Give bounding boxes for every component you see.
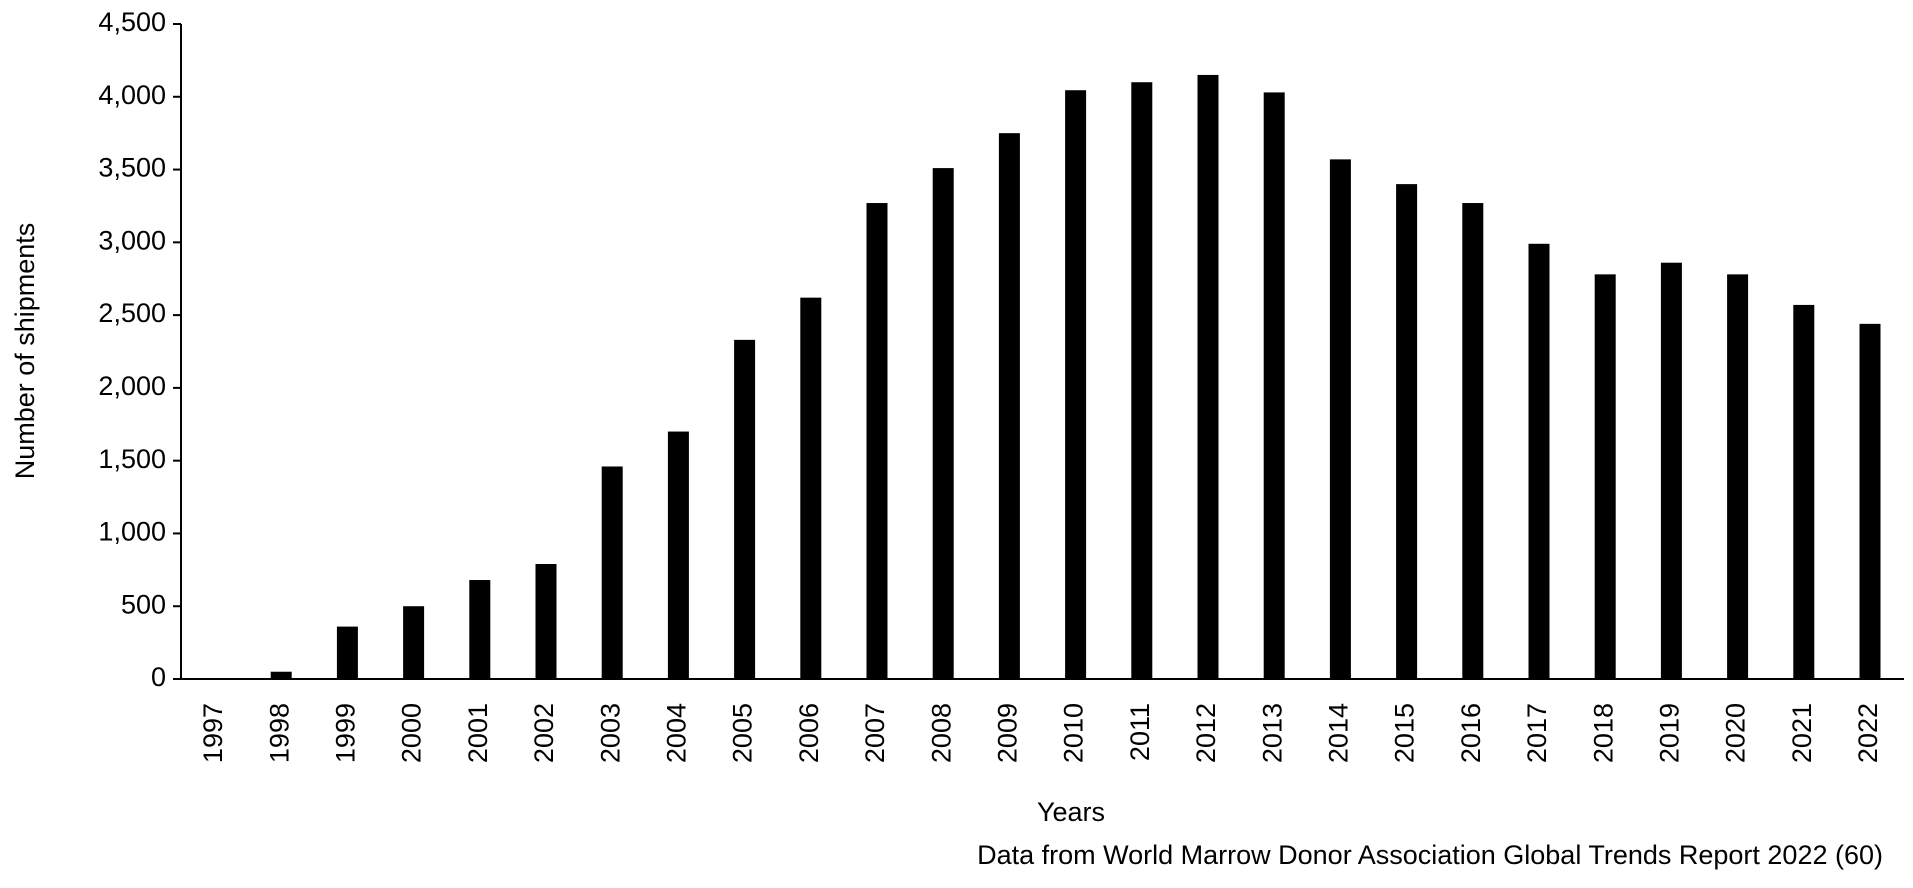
y-tick-label: 1,000 [98, 517, 166, 547]
bar [667, 431, 689, 679]
x-tick-label: 2015 [1390, 703, 1420, 763]
x-tick-label: 1998 [264, 703, 294, 763]
x-tick-label: 2022 [1853, 703, 1883, 763]
x-tick-label: 2013 [1257, 703, 1287, 763]
bar [1660, 262, 1682, 679]
bar [800, 297, 822, 679]
bar [1197, 74, 1219, 679]
x-tick-label: 2021 [1787, 703, 1817, 763]
x-tick-label: 2004 [662, 703, 692, 763]
x-tick-label: 2003 [595, 703, 625, 763]
x-tick-label: 2001 [463, 703, 493, 763]
x-tick-label: 2018 [1588, 703, 1618, 763]
source-note: Data from World Marrow Donor Association… [977, 840, 1883, 870]
y-tick-label: 1,500 [98, 444, 166, 474]
bar [270, 671, 292, 679]
x-axis-label: Years [1037, 797, 1105, 827]
x-tick-label: 2010 [1059, 703, 1089, 763]
bar [1793, 304, 1815, 679]
x-tick-label: 2007 [860, 703, 890, 763]
bar [1396, 184, 1418, 679]
bar [866, 203, 888, 680]
bar [1329, 159, 1351, 679]
bar [932, 168, 954, 679]
bar [734, 339, 756, 679]
bar [1727, 274, 1749, 679]
y-tick-label: 3,000 [98, 225, 166, 255]
bar [601, 466, 623, 679]
x-tick-label: 2020 [1721, 703, 1751, 763]
bar [1528, 243, 1550, 680]
y-tick-label: 2,500 [98, 298, 166, 328]
bar [1131, 82, 1153, 679]
y-tick-label: 2,000 [98, 371, 166, 401]
x-tick-label: 2006 [794, 703, 824, 763]
bar [535, 564, 557, 679]
bar [1462, 203, 1484, 680]
y-tick-label: 0 [151, 662, 166, 692]
bar [998, 133, 1020, 679]
x-tick-label: 2012 [1191, 703, 1221, 763]
bar [403, 606, 425, 679]
x-tick-label: 2019 [1655, 703, 1685, 763]
y-tick-label: 500 [121, 589, 166, 619]
x-tick-label: 2011 [1125, 703, 1155, 761]
x-tick-label: 2009 [993, 703, 1023, 763]
bar [1065, 90, 1087, 679]
bar [336, 626, 358, 679]
y-tick-label: 4,500 [98, 7, 166, 37]
bar [1594, 274, 1616, 679]
x-tick-label: 2000 [397, 703, 427, 763]
bar [469, 580, 491, 679]
y-tick-label: 3,500 [98, 153, 166, 183]
x-tick-label: 2017 [1522, 703, 1552, 763]
y-axis-label: Number of shipments [10, 223, 40, 480]
bar [1859, 323, 1881, 679]
x-tick-label: 2014 [1324, 703, 1354, 763]
x-tick-label: 1997 [198, 703, 228, 763]
x-tick-label: 2016 [1456, 703, 1486, 763]
x-tick-label: 2002 [529, 703, 559, 763]
x-tick-label: 2008 [926, 703, 956, 763]
y-tick-label: 4,000 [98, 80, 166, 110]
bar [1263, 92, 1285, 679]
x-tick-label: 1999 [331, 703, 361, 763]
x-tick-label: 2005 [728, 703, 758, 763]
